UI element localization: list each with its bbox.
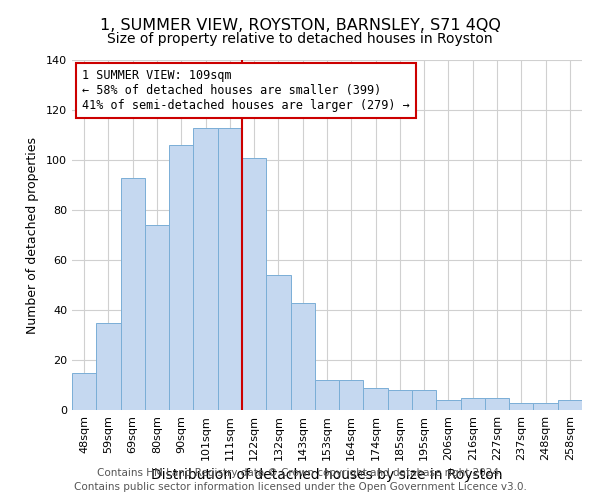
Text: Contains HM Land Registry data © Crown copyright and database right 2024.: Contains HM Land Registry data © Crown c… (97, 468, 503, 477)
Bar (533, 402, 558, 410)
Bar (388, 390, 412, 410)
Bar (509, 402, 533, 410)
Bar (339, 380, 364, 410)
Bar (290, 302, 315, 410)
Text: 1 SUMMER VIEW: 109sqm
← 58% of detached houses are smaller (399)
41% of semi-det: 1 SUMMER VIEW: 109sqm ← 58% of detached … (82, 69, 410, 112)
Bar (558, 400, 582, 410)
Bar (218, 128, 242, 410)
Y-axis label: Number of detached properties: Number of detached properties (26, 136, 39, 334)
Bar (193, 128, 218, 410)
Bar (315, 380, 339, 410)
Bar (121, 178, 145, 410)
Text: Contains public sector information licensed under the Open Government Licence v3: Contains public sector information licen… (74, 482, 526, 492)
Bar (72, 372, 96, 410)
Text: 1, SUMMER VIEW, ROYSTON, BARNSLEY, S71 4QQ: 1, SUMMER VIEW, ROYSTON, BARNSLEY, S71 4… (100, 18, 500, 32)
Bar (364, 388, 388, 410)
Bar (169, 145, 193, 410)
Bar (436, 400, 461, 410)
Bar (266, 275, 290, 410)
Bar (485, 398, 509, 410)
Bar (242, 158, 266, 410)
Bar (96, 322, 121, 410)
Text: Size of property relative to detached houses in Royston: Size of property relative to detached ho… (107, 32, 493, 46)
Bar (145, 225, 169, 410)
Bar (461, 398, 485, 410)
X-axis label: Distribution of detached houses by size in Royston: Distribution of detached houses by size … (151, 468, 503, 482)
Bar (412, 390, 436, 410)
